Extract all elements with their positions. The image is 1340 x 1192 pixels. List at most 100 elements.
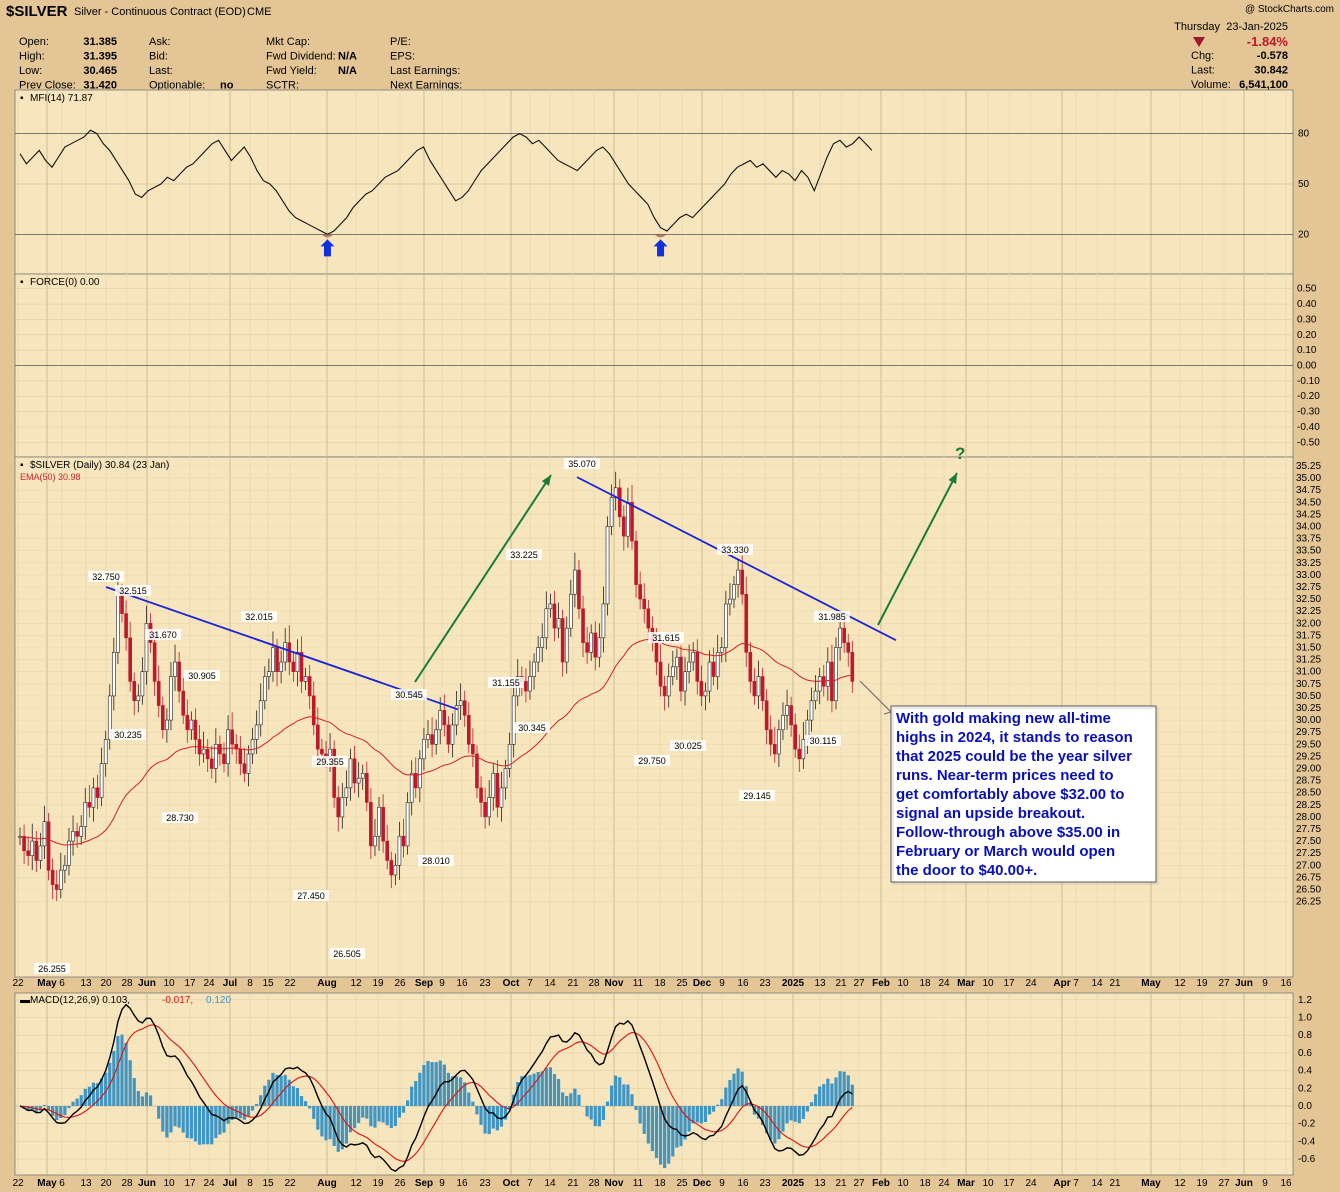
macd-histogram-bar [544,1067,548,1106]
x-tick-label: 13 [814,978,826,989]
commentary-line: February or March would open [896,843,1115,860]
down-candle [630,501,634,542]
macd-histogram-bar [732,1073,736,1106]
header-date: 23-Jan-2025 [1226,21,1288,33]
macd-histogram-bar [842,1071,846,1106]
trend-arrow [414,474,552,683]
down-candle [185,714,190,731]
down-candle [205,748,210,760]
ema-line [19,639,853,846]
up-candle [360,773,365,779]
macd-histogram-bar [361,1106,365,1118]
macd-histogram-bar [426,1060,430,1106]
down-candle [552,603,557,629]
down-candle [389,860,394,876]
quote-key: Last: [149,65,173,77]
up-candle [344,787,349,798]
down-candle [622,516,626,537]
macd-histogram-bar [418,1072,422,1106]
y-tick-label: 34.00 [1296,522,1321,533]
x-tick-label: Apr [1053,978,1070,989]
up-candle [116,593,120,653]
up-candle [507,743,512,769]
x-tick-label: 17 [184,978,196,989]
price-label-box [506,549,542,560]
down-candle [744,593,749,653]
down-candle [524,681,528,692]
price-label: 26.505 [333,949,361,959]
macd-histogram-bar [373,1106,377,1128]
macd-histogram-bar [663,1106,667,1169]
price-label-box [739,790,775,801]
up-candle [458,700,463,706]
down-candle [238,748,243,764]
up-candle [438,710,443,731]
price-label-box [162,812,198,823]
macd-histogram-bar [528,1075,532,1106]
macd-histogram-bar [450,1076,455,1106]
price-label-box [805,735,841,746]
y-tick-label: 34.50 [1296,497,1321,508]
macd-histogram-bar [365,1106,369,1119]
macd-histogram-bar [255,1103,259,1106]
header-day: Thursday [1174,21,1220,33]
macd-histogram-bar [826,1078,830,1106]
down-triangle-icon [1193,37,1205,47]
x-tick-label: 7 [527,1178,533,1189]
down-candle [846,642,851,653]
arrowhead-icon [948,473,957,484]
x-tick-label: 8 [247,1178,253,1189]
down-candle [768,729,773,745]
price-label-box [293,890,329,901]
macd-histogram-bar [148,1095,153,1106]
down-candle [740,569,744,595]
y-tick-label: 32.00 [1296,618,1321,629]
y-tick-label: 32.75 [1296,582,1321,593]
x-tick-label: 23 [759,978,771,989]
down-candle [161,705,165,731]
up-candle [348,758,353,789]
x-tick-label: 22 [12,978,24,989]
macd-histogram-bar [38,1106,42,1111]
down-candle [26,850,30,856]
macd-histogram-bar [230,1106,234,1120]
x-tick-label: Sep [415,1178,433,1189]
macd-histogram-bar [71,1101,75,1106]
macd-histogram-bar [720,1099,724,1106]
down-candle [332,748,336,798]
trend-arrow [877,472,958,626]
macd-histogram-bar [597,1106,601,1127]
up-candle [454,705,459,726]
macd-histogram-bar [304,1101,308,1106]
x-tick-label: 9 [719,1178,725,1189]
force-panel: 0.50 0.40 0.30 0.20 0.10 0.00 -0.10 -0.20 -0.30 -… [15,277,1320,448]
price-label: 30.545 [395,690,423,700]
price-label: 31.670 [149,630,177,640]
description: Silver - Continuous Contract (EOD) [74,6,246,18]
up-candle [605,526,610,605]
macd-histogram-bar [287,1079,291,1106]
macd-histogram-bar [744,1086,748,1106]
price-label: $SILVER (Daily) 30.84 (23 Jan) [30,460,169,471]
x-tick-label: 12 [1174,1178,1186,1189]
x-tick-label: Jun [1235,1178,1253,1189]
y-tick-label: -0.20 [1297,391,1320,402]
down-candle [275,647,279,673]
exchange: CME [247,6,271,18]
macd-histogram-bar [46,1106,51,1111]
down-candle [124,613,128,639]
macd-histogram-bar [658,1106,663,1165]
arrowhead-icon [541,475,551,486]
macd-histogram-bar [463,1082,467,1106]
quote-key: SCTR: [266,80,299,92]
x-tick-label: 28 [121,978,133,989]
price-label: 26.255 [38,964,66,974]
x-tick-label: Mar [957,1178,975,1189]
down-candle [22,835,26,852]
down-candle [842,627,846,643]
up-candle [609,497,614,527]
up-candle [691,652,696,663]
down-candle [291,661,296,673]
macd-histogram-bar [777,1106,781,1140]
y-tick-label: -0.40 [1297,422,1320,433]
